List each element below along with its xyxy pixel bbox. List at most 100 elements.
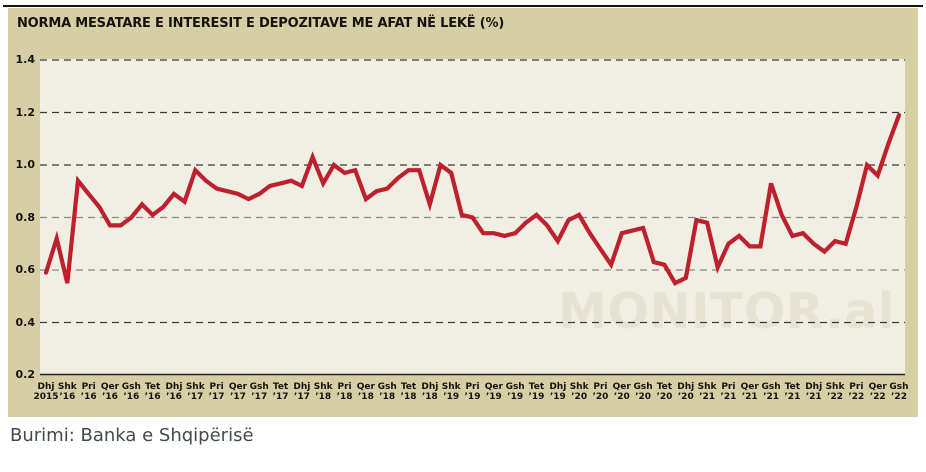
x-tick-label: Gsh ’18 — [370, 382, 404, 402]
rate-line — [43, 112, 902, 286]
x-tick-year: ’22 — [827, 392, 843, 402]
x-tick-month: Pri — [849, 382, 864, 392]
x-tick-year: ’18 — [421, 392, 438, 402]
x-tick-label: Qer ’20 — [605, 382, 639, 402]
x-tick-month: Dhj — [165, 382, 183, 392]
x-tick-label: Dhj ’17 — [285, 382, 319, 402]
x-tick-month: Tet — [656, 382, 673, 392]
x-tick-year: ’22 — [869, 392, 886, 402]
x-tick-label: Gsh ’22 — [882, 382, 916, 402]
x-tick-month: Shk — [825, 382, 845, 392]
x-tick-month: Shk — [185, 382, 205, 392]
x-tick-label: Qer ’19 — [477, 382, 511, 402]
x-tick-label: Pri ’17 — [200, 382, 234, 402]
x-tick-year: ’19 — [443, 392, 460, 402]
x-tick-label: Pri ’20 — [583, 382, 617, 402]
chart-card: NORMA MESATARE E INTERESIT E DEPOZITAVE … — [8, 8, 918, 417]
x-tick-year: ’19 — [528, 392, 545, 402]
x-tick-month: Dhj — [421, 382, 439, 392]
x-tick-year: ’21 — [741, 392, 758, 402]
watermark: MONITOR.al — [558, 283, 895, 340]
x-tick-year: ’21 — [805, 392, 822, 402]
x-tick-label: Shk ’18 — [306, 382, 340, 402]
x-tick-month: Shk — [569, 382, 589, 392]
x-tick-label: Qer ’17 — [221, 382, 255, 402]
x-tick-label: Dhj ’21 — [797, 382, 831, 402]
x-tick-label: Tet ’20 — [647, 382, 681, 402]
x-tick-month: Tet — [272, 382, 289, 392]
x-tick-month: Pri — [465, 382, 480, 392]
x-tick-label: Dhj ’16 — [157, 382, 191, 402]
x-tick-label: Gsh ’17 — [242, 382, 276, 402]
x-tick-label: Pri ’21 — [711, 382, 745, 402]
x-tick-year: ’20 — [677, 392, 694, 402]
plot-area: MONITOR.al — [40, 59, 905, 376]
x-tick-year: ’21 — [763, 392, 780, 402]
x-tick-year: ’17 — [272, 392, 289, 402]
x-tick-year: ’20 — [613, 392, 630, 402]
x-tick-label: Pri ’18 — [328, 382, 362, 402]
x-tick-month: Qer — [868, 382, 887, 392]
x-tick-label: Tet ’18 — [392, 382, 426, 402]
x-tick-year: ’16 — [144, 392, 161, 402]
x-tick-year: ’22 — [891, 392, 907, 402]
x-tick-year: ’17 — [208, 392, 225, 402]
x-tick-label: Shk ’22 — [818, 382, 852, 402]
x-tick-month: Qer — [612, 382, 631, 392]
x-tick-label: Gsh ’20 — [626, 382, 660, 402]
x-tick-label: Gsh ’19 — [498, 382, 532, 402]
y-tick-label: 1.0 — [15, 158, 36, 171]
x-tick-year: ’20 — [592, 392, 609, 402]
x-tick-label: Shk ’19 — [434, 382, 468, 402]
x-tick-month: Gsh — [633, 382, 653, 392]
x-tick-label: Qer ’18 — [349, 382, 383, 402]
x-tick-year: ’16 — [80, 392, 97, 402]
x-tick-month: Qer — [356, 382, 375, 392]
x-tick-year: ’17 — [251, 392, 268, 402]
x-tick-year: ’16 — [101, 392, 118, 402]
x-tick-month: Dhj — [293, 382, 311, 392]
x-tick-year: ’18 — [357, 392, 374, 402]
x-tick-label: Shk ’16 — [50, 382, 84, 402]
source-caption: Burimi: Banka e Shqipërisë — [10, 425, 254, 446]
y-tick-label: 1.4 — [15, 53, 36, 66]
x-tick-year: ’16 — [123, 392, 140, 402]
x-tick-month: Gsh — [505, 382, 525, 392]
x-tick-year: ’19 — [485, 392, 502, 402]
x-tick-year: ’17 — [187, 392, 204, 402]
y-tick-label: 0.2 — [15, 368, 36, 381]
x-tick-month: Dhj — [677, 382, 695, 392]
x-tick-month: Qer — [100, 382, 120, 392]
chart-title: NORMA MESATARE E INTERESIT E DEPOZITAVE … — [17, 16, 505, 31]
y-tick-label: 1.2 — [15, 105, 36, 119]
x-tick-label: Qer ’16 — [93, 382, 127, 402]
y-tick-label: 0.6 — [15, 263, 36, 276]
x-tick-month: Gsh — [249, 382, 269, 392]
x-tick-month: Shk — [441, 382, 461, 392]
x-tick-label: Pri ’22 — [839, 382, 873, 402]
y-tick-label: 0.8 — [15, 210, 36, 224]
x-tick-month: Shk — [313, 382, 333, 392]
x-tick-year: ’18 — [315, 392, 332, 402]
x-tick-label: Pri ’19 — [456, 382, 490, 402]
y-tick-label: 0.4 — [15, 315, 36, 329]
x-tick-month: Qer — [740, 382, 759, 392]
x-tick-month: Dhj — [549, 382, 567, 392]
x-tick-label: Dhj 2015 — [29, 382, 63, 402]
x-tick-month: Pri — [209, 382, 224, 392]
x-tick-month: Pri — [593, 382, 608, 392]
x-tick-year: ’21 — [784, 392, 801, 402]
line-chart — [40, 59, 905, 376]
x-tick-month: Shk — [57, 382, 77, 392]
x-tick-month: Gsh — [761, 382, 781, 392]
x-tick-label: Dhj ’19 — [541, 382, 575, 402]
x-tick-year: ’18 — [400, 392, 417, 402]
x-tick-label: Tet ’21 — [775, 382, 809, 402]
x-tick-month: Qer — [484, 382, 503, 392]
x-tick-year: ’19 — [507, 392, 524, 402]
x-tick-label: Gsh ’16 — [114, 382, 148, 402]
x-tick-year: ’20 — [635, 392, 652, 402]
x-tick-year: ’20 — [571, 392, 588, 402]
x-tick-month: Tet — [784, 382, 801, 392]
top-border-line — [3, 5, 923, 7]
